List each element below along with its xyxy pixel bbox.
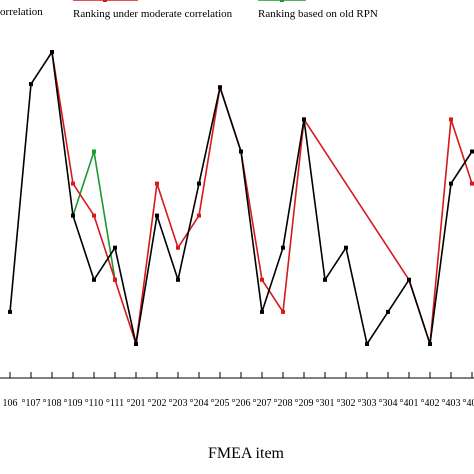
series-1-point-111: [113, 245, 117, 250]
series-2: [50, 50, 474, 346]
x-tick-label-303: °303: [358, 398, 377, 409]
series-2-point-202: [155, 181, 159, 186]
x-tick-label-205: °205: [211, 398, 230, 409]
x-tick-label-108: °108: [43, 398, 62, 409]
x-tick-label-106: 106: [3, 398, 18, 409]
legend-label-series-1: orrelation: [0, 6, 43, 18]
x-tick-label-404: °404: [463, 398, 474, 409]
series-1-point-207: [260, 309, 264, 314]
series-1-point-206: [239, 149, 243, 154]
legend-item-series-3: Ranking based on old RPN: [258, 0, 378, 20]
x-tick-label-403: °403: [442, 398, 461, 409]
x-tick-label-109: °109: [64, 398, 83, 409]
series-1-point-109: [71, 213, 75, 218]
series-layer: [8, 50, 474, 346]
series-1-point-403: [449, 181, 453, 186]
series-1-point-107: [29, 82, 33, 87]
x-tick-label-201: °201: [127, 398, 146, 409]
series-1-point-110: [92, 277, 96, 282]
x-tick-label-209: °209: [295, 398, 314, 409]
x-tick-label-204: °204: [190, 398, 209, 409]
x-tick-label-401: °401: [400, 398, 419, 409]
legend-item-series-2: Ranking under moderate correlation: [73, 0, 233, 20]
series-2-point-109: [71, 181, 75, 186]
x-tick-label-208: °208: [274, 398, 293, 409]
series-1-point-208: [281, 245, 285, 250]
x-axis-title: FMEA item: [208, 445, 285, 462]
x-tick-label-110: °110: [85, 398, 104, 409]
x-tick-label-207: °207: [253, 398, 272, 409]
legend-marker-series-3: [280, 0, 284, 2]
series-1-point-301: [323, 277, 327, 282]
series-1-point-209: [302, 117, 306, 122]
x-axis: 106 °107 °108 °109 °110 °111 °201 °202 °203 °204 °…: [0, 372, 474, 409]
legend-item-series-1: orrelation: [0, 6, 43, 18]
series-2-point-403: [449, 117, 453, 122]
series-1: [8, 50, 474, 346]
legend-label-series-3: Ranking based on old RPN: [258, 8, 378, 20]
x-tick-label-203: °203: [169, 398, 188, 409]
x-tick-label-302: °302: [337, 398, 356, 409]
series-3-point-110: [92, 149, 96, 154]
series-2-point-204: [197, 213, 201, 218]
series-1-point-201: [134, 342, 138, 346]
x-tick-label-304: °304: [379, 398, 398, 409]
series-2-point-203: [176, 245, 180, 250]
x-tick-label-206: °206: [232, 398, 251, 409]
series-2-line: [51, 51, 473, 345]
x-tick-label-202: °202: [148, 398, 167, 409]
x-tick-label-402: °402: [421, 398, 440, 409]
series-1-point-203: [176, 277, 180, 282]
series-2-point-208: [281, 309, 285, 314]
series-1-point-303: [365, 342, 369, 346]
series-1-point-106: [8, 309, 12, 314]
series-1-point-302: [344, 245, 348, 250]
series-1-point-304: [386, 309, 390, 314]
series-2-point-110: [92, 213, 96, 218]
legend-marker-series-2: [103, 0, 107, 2]
x-tick-label-107: °107: [22, 398, 41, 409]
series-2-point-111: [113, 277, 117, 282]
chart-legend: orrelation Ranking under moderate correl…: [0, 0, 378, 20]
series-1-point-404: [470, 149, 474, 154]
series-1-point-204: [197, 181, 201, 186]
x-tick-label-111: °111: [106, 398, 124, 409]
series-1-point-108: [50, 50, 54, 54]
series-1-point-205: [218, 85, 222, 90]
series-1-point-202: [155, 213, 159, 218]
legend-label-series-2: Ranking under moderate correlation: [73, 8, 233, 20]
series-1-point-401: [407, 277, 411, 282]
series-2-point-207: [260, 277, 264, 282]
x-tick-label-301: °301: [316, 398, 335, 409]
series-1-point-402: [428, 342, 432, 346]
series-2-point-404: [470, 181, 474, 186]
